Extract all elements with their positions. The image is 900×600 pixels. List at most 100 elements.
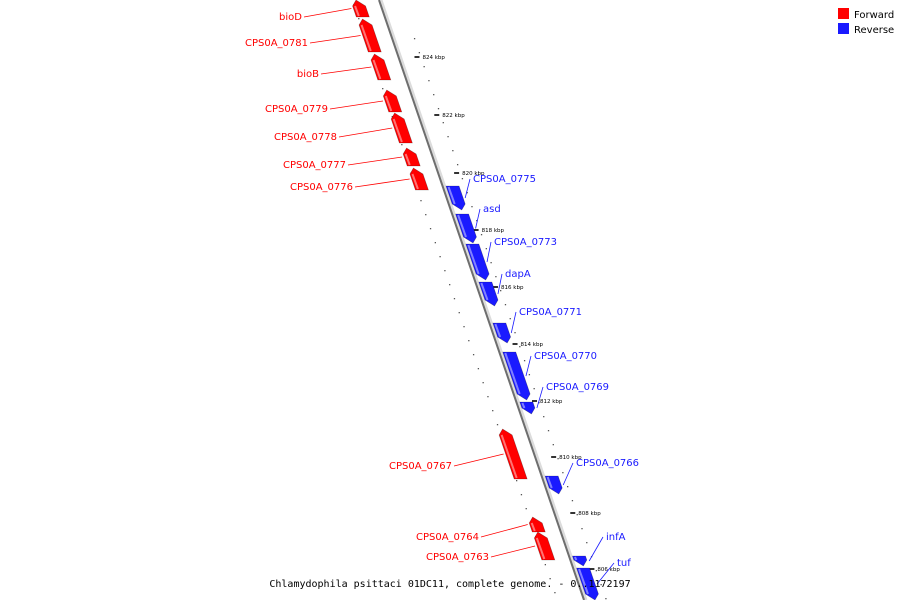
gene-arrow[interactable] <box>478 281 499 307</box>
gene-leader-line <box>303 8 352 18</box>
gene-leader-line <box>486 241 492 263</box>
gene-label[interactable]: CPS0A_0764 <box>416 532 479 543</box>
gene-label[interactable]: bioD <box>279 12 302 23</box>
gene-cps0a_0763[interactable]: CPS0A_0763 <box>426 531 556 563</box>
gene-asd[interactable]: asd <box>455 204 501 244</box>
gene-highlight <box>384 95 393 112</box>
track-dot <box>496 424 499 426</box>
gene-cps0a_0779[interactable]: CPS0A_0779 <box>265 89 403 115</box>
gene-cps0a_0771[interactable]: CPS0A_0771 <box>492 307 582 344</box>
tick-label: 824 kbp <box>422 55 445 61</box>
gene-arrow[interactable] <box>502 351 531 401</box>
gene-highlight <box>392 118 403 143</box>
track-dot <box>595 570 597 572</box>
gene-leader-line <box>536 386 544 409</box>
track-dot <box>562 472 564 474</box>
gene-arrow[interactable] <box>492 322 511 344</box>
gene-label[interactable]: asd <box>483 204 501 215</box>
gene-cps0a_0773[interactable]: CPS0A_0773 <box>465 237 557 281</box>
gene-cps0a_0775[interactable]: CPS0A_0775 <box>445 174 536 211</box>
track-dot <box>449 284 451 286</box>
gene-label[interactable]: CPS0A_0775 <box>473 174 536 185</box>
gene-cps0a_0778[interactable]: CPS0A_0778 <box>274 112 413 144</box>
gene-arrow[interactable] <box>498 428 528 480</box>
gene-cps0a_0776[interactable]: CPS0A_0776 <box>290 167 429 193</box>
track-dot <box>468 340 470 342</box>
gene-biob[interactable]: bioB <box>297 53 392 81</box>
gene-highlight <box>411 173 419 190</box>
gene-arrow[interactable] <box>402 147 421 167</box>
track-dot <box>420 200 422 202</box>
tick-label: 816 kbp <box>501 285 524 291</box>
gene-label[interactable]: CPS0A_0778 <box>274 132 337 143</box>
track-dot <box>490 262 492 264</box>
gene-cps0a_0777[interactable]: CPS0A_0777 <box>283 147 421 171</box>
gene-cps0a_0764[interactable]: CPS0A_0764 <box>416 516 546 543</box>
gene-label[interactable]: CPS0A_0767 <box>389 461 452 472</box>
gene-arrow[interactable] <box>572 555 588 567</box>
track-dot <box>528 374 531 376</box>
gene-label[interactable]: bioB <box>297 69 319 80</box>
gene-highlight <box>535 537 546 560</box>
track-dot <box>557 458 559 460</box>
gene-arrow[interactable] <box>382 89 403 113</box>
gene-highlight <box>404 153 411 166</box>
gene-cps0a_0781[interactable]: CPS0A_0781 <box>245 18 382 53</box>
gene-cps0a_0770[interactable]: CPS0A_0770 <box>502 351 597 401</box>
gene-highlight <box>467 244 480 275</box>
gene-arrow[interactable] <box>352 0 370 18</box>
gene-arrow[interactable] <box>533 531 556 561</box>
gene-dapa[interactable]: dapA <box>478 269 531 307</box>
gene-label[interactable]: CPS0A_0781 <box>245 38 308 49</box>
gene-label[interactable]: CPS0A_0776 <box>290 182 353 193</box>
gene-highlight <box>480 282 489 301</box>
gene-track[interactable]: bioD CPS0A_0781 bioB CPS0A_0779 CPS0A_0778 CP… <box>245 0 639 600</box>
track-dot <box>547 430 550 432</box>
gene-highlight <box>354 5 360 17</box>
tick-label: 812 kbp <box>540 399 563 405</box>
gene-arrow[interactable] <box>358 18 382 53</box>
gene-arrow[interactable] <box>409 167 429 191</box>
gene-infa[interactable]: infA <box>572 532 626 567</box>
gene-arrow[interactable] <box>519 401 536 415</box>
gene-tuf[interactable]: tuf <box>576 558 632 600</box>
gene-cps0a_0767[interactable]: CPS0A_0767 <box>389 428 528 480</box>
gene-label[interactable]: CPS0A_0773 <box>494 237 557 248</box>
gene-arrow[interactable] <box>445 185 466 211</box>
track-dot <box>425 214 427 216</box>
tick-label: 822 kbp <box>442 113 465 119</box>
gene-arrow[interactable] <box>544 475 563 495</box>
track-dot <box>533 388 535 390</box>
gene-highlight <box>521 402 526 409</box>
gene-label[interactable]: CPS0A_0763 <box>426 552 489 563</box>
gene-label[interactable]: CPS0A_0770 <box>534 351 597 362</box>
track-dot <box>358 18 360 20</box>
track-dot <box>571 500 574 502</box>
track-dot <box>458 312 460 314</box>
gene-arrow[interactable] <box>390 112 413 144</box>
gene-leader-line <box>338 127 393 138</box>
gene-label[interactable]: tuf <box>617 558 631 569</box>
gene-arrow[interactable] <box>528 516 546 533</box>
gene-arrow[interactable] <box>576 567 599 600</box>
tick-label: 820 kbp <box>462 171 485 177</box>
gene-cps0a_0769[interactable]: CPS0A_0769 <box>519 382 609 415</box>
gene-label[interactable]: CPS0A_0779 <box>265 104 328 115</box>
gene-label[interactable]: CPS0A_0777 <box>283 160 346 171</box>
gene-label[interactable]: CPS0A_0771 <box>519 307 582 318</box>
gene-label[interactable]: dapA <box>505 269 531 280</box>
gene-label[interactable]: CPS0A_0766 <box>576 458 639 469</box>
gene-arrow[interactable] <box>465 243 490 281</box>
track-dot <box>492 410 494 412</box>
track-dot <box>581 528 583 530</box>
gene-arrow[interactable] <box>370 53 392 81</box>
gene-label[interactable]: infA <box>606 532 626 543</box>
gene-biod[interactable]: bioD <box>279 0 370 23</box>
gene-label[interactable]: CPS0A_0769 <box>546 382 609 393</box>
gene-cps0a_0766[interactable]: CPS0A_0766 <box>544 458 639 495</box>
gene-arrow[interactable] <box>455 213 477 244</box>
track-dot <box>487 396 489 398</box>
gene-leader-line <box>525 355 532 377</box>
tick-label: 818 kbp <box>482 228 505 234</box>
